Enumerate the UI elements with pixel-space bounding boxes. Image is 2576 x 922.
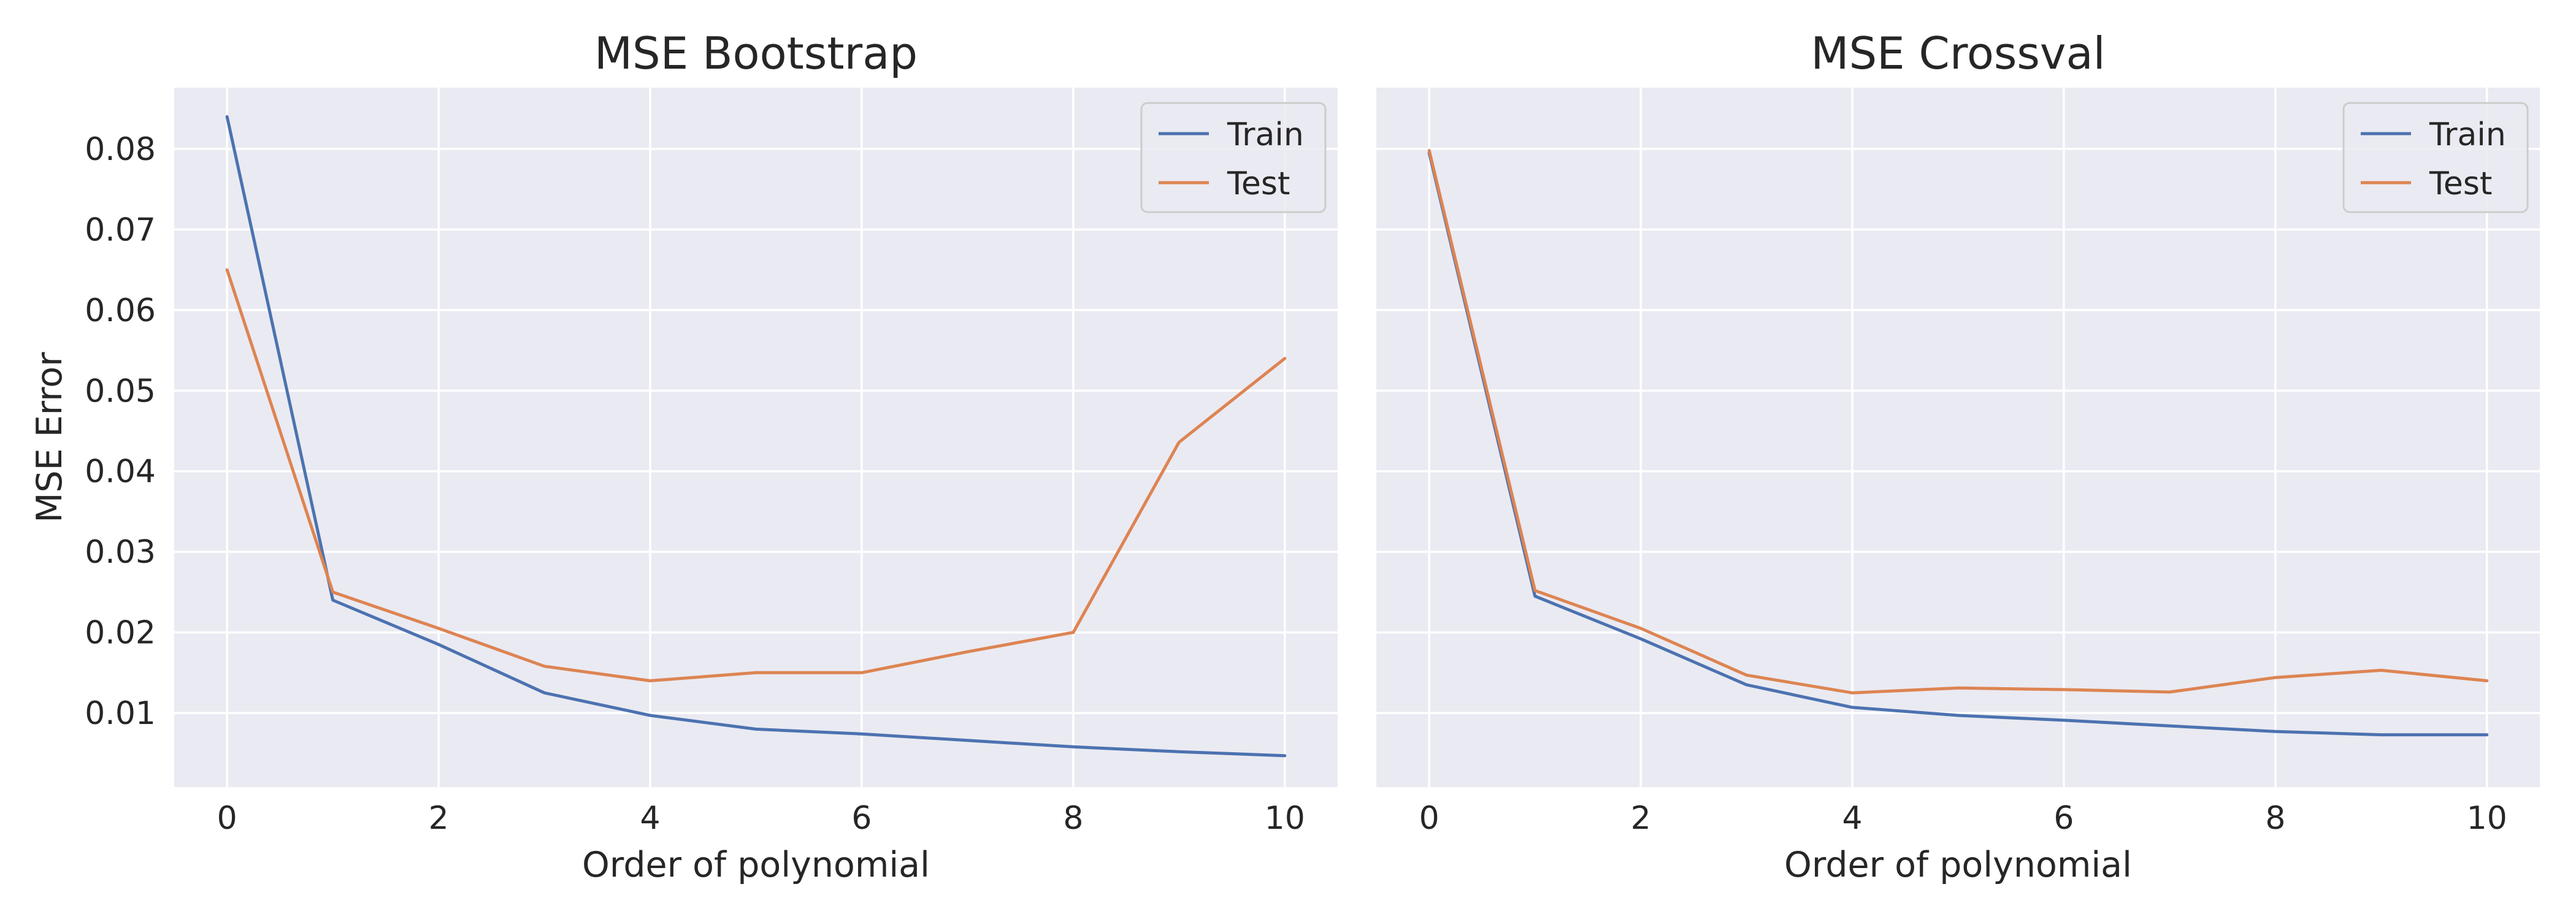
x-tick-label: 2 [1631, 800, 1651, 837]
legend: Train Test [2342, 102, 2529, 213]
x-axis-label: Order of polynomial [582, 845, 930, 885]
x-tick-label: 10 [2467, 800, 2507, 837]
x-tick-label: 0 [1419, 800, 1439, 837]
y-tick-label: 0.04 [85, 454, 156, 490]
x-tick-label: 6 [2053, 800, 2074, 837]
legend-box [1140, 102, 1327, 213]
y-axis-label: MSE Error [29, 352, 70, 523]
y-tick-label: 0.06 [85, 292, 156, 329]
series-line-test [225, 268, 1287, 682]
x-tick-label: 8 [1063, 800, 1083, 837]
y-tick-label: 0.01 [85, 695, 156, 732]
y-tick-label: 0.05 [85, 373, 156, 410]
x-tick-label: 8 [2265, 800, 2285, 837]
legend-label-train: Train [2429, 116, 2506, 153]
chart-panel-1: 0 2 4 6 8 10 0.01 0.02 0.03 0.04 0.05 0.06 0.07 0.08 M… [29, 28, 1338, 885]
legend-label-test: Test [1227, 166, 1290, 202]
x-tick-label: 0 [217, 800, 237, 837]
y-tick-label: 0.03 [85, 534, 156, 571]
x-tick-label: 4 [640, 800, 660, 837]
x-tick-label: 6 [851, 800, 872, 837]
series-line-test [1427, 149, 2489, 695]
x-axis-label: Order of polynomial [1784, 845, 2132, 885]
x-tick-label: 4 [1842, 800, 1862, 837]
legend-label-test: Test [2429, 166, 2492, 202]
series-line-train [1427, 151, 2489, 737]
x-tick-label: 2 [429, 800, 449, 837]
y-tick-label: 0.07 [85, 211, 156, 248]
y-tick-label: 0.08 [85, 131, 156, 168]
y-tick-label: 0.02 [85, 615, 156, 652]
legend-box [2342, 102, 2529, 213]
series-line-train [225, 115, 1287, 758]
legend-label-train: Train [1227, 116, 1304, 153]
legend: Train Test [1140, 102, 1327, 213]
chart-title: MSE Crossval [1811, 28, 2105, 79]
chart-title: MSE Bootstrap [594, 28, 918, 79]
x-tick-label: 10 [1265, 800, 1305, 837]
chart-panel-2: 0 2 4 6 8 10 MSE Crossval Order of polynomial Tr… [1376, 28, 2540, 885]
